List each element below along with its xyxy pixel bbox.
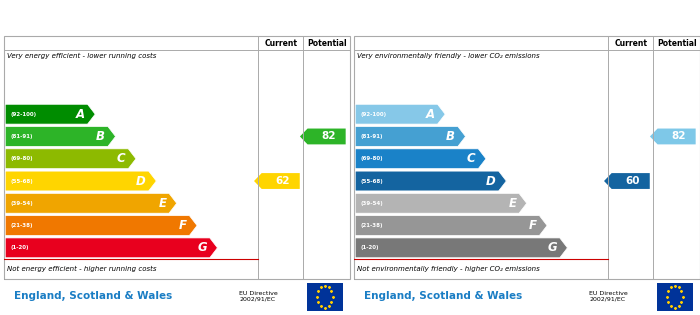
- Text: (21-38): (21-38): [10, 223, 33, 228]
- Text: (92-100): (92-100): [10, 112, 36, 117]
- Text: B: B: [96, 130, 105, 143]
- Text: F: F: [178, 219, 187, 232]
- Text: 82: 82: [671, 131, 686, 141]
- Text: (55-68): (55-68): [360, 179, 383, 184]
- Polygon shape: [5, 216, 197, 236]
- Text: England, Scotland & Wales: England, Scotland & Wales: [14, 291, 172, 301]
- Polygon shape: [5, 127, 116, 146]
- Text: D: D: [136, 175, 146, 187]
- Text: Very energy efficient - lower running costs: Very energy efficient - lower running co…: [7, 53, 156, 59]
- Polygon shape: [254, 173, 300, 189]
- Polygon shape: [5, 193, 176, 213]
- Text: (55-68): (55-68): [10, 179, 33, 184]
- Text: 82: 82: [321, 131, 336, 141]
- Text: A: A: [426, 108, 435, 121]
- Text: (39-54): (39-54): [360, 201, 383, 206]
- Text: Energy Efficiency Rating: Energy Efficiency Rating: [14, 12, 186, 25]
- Text: F: F: [528, 219, 537, 232]
- Bar: [307, 283, 343, 311]
- Text: (81-91): (81-91): [360, 134, 383, 139]
- Text: C: C: [467, 152, 475, 165]
- Polygon shape: [355, 149, 486, 169]
- Text: Environmental Impact (CO₂) Rating: Environmental Impact (CO₂) Rating: [364, 12, 610, 25]
- Polygon shape: [355, 127, 466, 146]
- Text: (69-80): (69-80): [10, 156, 33, 161]
- Text: Not environmentally friendly - higher CO₂ emissions: Not environmentally friendly - higher CO…: [357, 266, 540, 272]
- Text: Not energy efficient - higher running costs: Not energy efficient - higher running co…: [7, 266, 157, 272]
- Polygon shape: [5, 149, 136, 169]
- Polygon shape: [355, 216, 547, 236]
- Text: G: G: [547, 241, 557, 254]
- Text: EU Directive
2002/91/EC: EU Directive 2002/91/EC: [589, 291, 628, 301]
- Polygon shape: [650, 129, 696, 144]
- Text: (39-54): (39-54): [10, 201, 33, 206]
- Polygon shape: [300, 129, 346, 144]
- Text: (81-91): (81-91): [10, 134, 33, 139]
- Text: Very environmentally friendly - lower CO₂ emissions: Very environmentally friendly - lower CO…: [357, 53, 540, 59]
- Text: E: E: [158, 197, 167, 210]
- Polygon shape: [5, 238, 218, 258]
- Text: A: A: [76, 108, 85, 121]
- Text: Current: Current: [264, 39, 298, 48]
- Text: G: G: [197, 241, 207, 254]
- Text: (69-80): (69-80): [360, 156, 383, 161]
- Text: Potential: Potential: [307, 39, 346, 48]
- Text: E: E: [508, 197, 517, 210]
- Text: (1-20): (1-20): [10, 245, 29, 250]
- Polygon shape: [355, 193, 526, 213]
- Polygon shape: [5, 171, 156, 191]
- Text: (21-38): (21-38): [360, 223, 383, 228]
- Bar: [657, 283, 693, 311]
- Polygon shape: [604, 173, 650, 189]
- Text: D: D: [486, 175, 496, 187]
- Text: England, Scotland & Wales: England, Scotland & Wales: [364, 291, 522, 301]
- Text: 60: 60: [625, 176, 640, 186]
- Text: (1-20): (1-20): [360, 245, 379, 250]
- Polygon shape: [355, 238, 568, 258]
- Polygon shape: [5, 104, 95, 124]
- Text: Potential: Potential: [657, 39, 696, 48]
- Text: B: B: [446, 130, 455, 143]
- Polygon shape: [355, 171, 506, 191]
- Text: Current: Current: [614, 39, 648, 48]
- Text: C: C: [117, 152, 125, 165]
- Polygon shape: [355, 104, 445, 124]
- Text: (92-100): (92-100): [360, 112, 386, 117]
- Text: EU Directive
2002/91/EC: EU Directive 2002/91/EC: [239, 291, 278, 301]
- Text: 62: 62: [275, 176, 290, 186]
